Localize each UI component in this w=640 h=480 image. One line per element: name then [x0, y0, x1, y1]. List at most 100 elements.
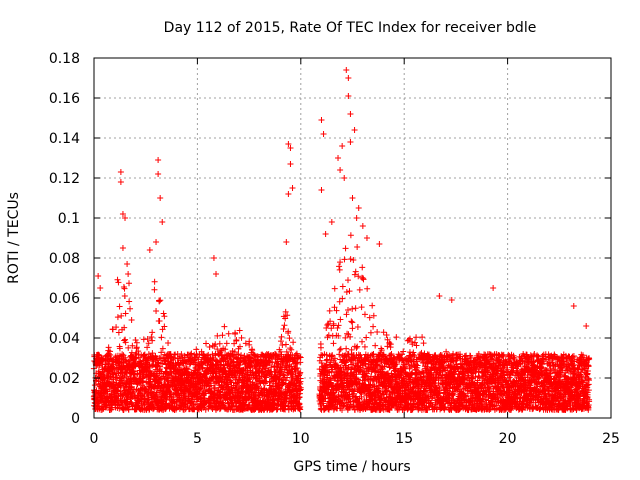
data-point: [144, 344, 151, 351]
data-point: [131, 371, 138, 378]
data-point: [219, 332, 226, 339]
data-point: [148, 333, 155, 340]
data-point: [216, 340, 223, 347]
data-point: [336, 266, 343, 273]
data-point: [336, 351, 343, 358]
data-point: [107, 406, 114, 413]
data-point: [200, 391, 207, 398]
data-point: [130, 389, 137, 396]
data-point: [361, 343, 368, 350]
data-point: [121, 324, 128, 331]
data-point: [118, 312, 125, 319]
data-point: [161, 323, 168, 330]
data-point: [287, 345, 294, 352]
data-point: [277, 338, 284, 345]
data-point: [400, 348, 407, 355]
data-point: [330, 340, 337, 347]
data-point: [369, 302, 376, 309]
data-point: [151, 286, 158, 293]
data-point: [336, 346, 343, 353]
data-point: [132, 337, 139, 344]
data-point: [205, 351, 212, 358]
data-point: [419, 334, 426, 341]
data-point: [114, 314, 121, 321]
data-point: [178, 351, 185, 358]
data-point: [129, 342, 136, 349]
data-point: [193, 346, 200, 353]
data-point: [153, 307, 160, 314]
data-point: [128, 349, 135, 356]
data-point: [324, 321, 331, 328]
data-point: [214, 346, 221, 353]
data-point: [127, 305, 134, 312]
data-point: [344, 277, 351, 284]
data-point: [347, 232, 354, 239]
data-point: [343, 288, 350, 295]
data-point: [183, 365, 190, 372]
data-point: [337, 345, 344, 352]
data-point: [194, 367, 201, 374]
data-point: [206, 344, 213, 351]
data-point: [343, 345, 350, 352]
data-point: [356, 286, 363, 293]
data-point: [195, 356, 202, 363]
data-point: [145, 340, 152, 347]
data-point: [149, 329, 156, 336]
data-point: [281, 322, 288, 329]
data-point: [202, 406, 209, 413]
data-point: [147, 375, 154, 382]
data-point: [393, 334, 400, 341]
data-point: [160, 310, 167, 317]
data-point: [343, 311, 350, 318]
data-point: [188, 350, 195, 357]
data-point: [156, 298, 163, 305]
data-point: [105, 344, 112, 351]
data-point: [99, 358, 106, 365]
data-point: [359, 264, 366, 271]
data-point: [161, 313, 168, 320]
data-point: [121, 285, 128, 292]
data-point: [411, 339, 418, 346]
data-point: [119, 351, 126, 358]
data-point: [380, 329, 387, 336]
data-point: [128, 399, 135, 406]
data-point: [367, 329, 374, 336]
data-point: [223, 340, 230, 347]
data-point: [209, 351, 216, 358]
data-point: [225, 330, 232, 337]
data-point: [339, 295, 346, 302]
chart-title: Day 112 of 2015, Rate Of TEC Index for r…: [164, 20, 537, 36]
data-point: [339, 283, 346, 290]
data-point: [103, 357, 110, 364]
data-point: [413, 334, 420, 341]
data-point: [157, 363, 164, 370]
data-point: [317, 344, 324, 351]
data-point: [336, 263, 343, 270]
data-point: [126, 280, 133, 287]
data-point: [151, 278, 158, 285]
data-point: [163, 395, 170, 402]
data-point: [342, 245, 349, 252]
data-point: [122, 339, 129, 346]
data-point: [420, 340, 427, 347]
data-point: [207, 382, 214, 389]
data-point: [326, 307, 333, 314]
data-point: [358, 304, 365, 311]
data-points: [90, 67, 593, 413]
data-point: [354, 324, 361, 331]
data-point: [122, 336, 129, 343]
data-point: [335, 322, 342, 329]
data-point: [354, 244, 361, 250]
data-point: [212, 341, 219, 348]
data-point: [121, 292, 128, 299]
data-point: [372, 342, 379, 349]
data-point: [186, 361, 193, 368]
data-point: [116, 345, 123, 352]
data-point: [211, 390, 218, 397]
data-point: [347, 256, 354, 263]
data-point: [113, 324, 120, 331]
data-point: [337, 259, 344, 266]
data-point: [349, 325, 356, 332]
data-point: [349, 319, 356, 326]
